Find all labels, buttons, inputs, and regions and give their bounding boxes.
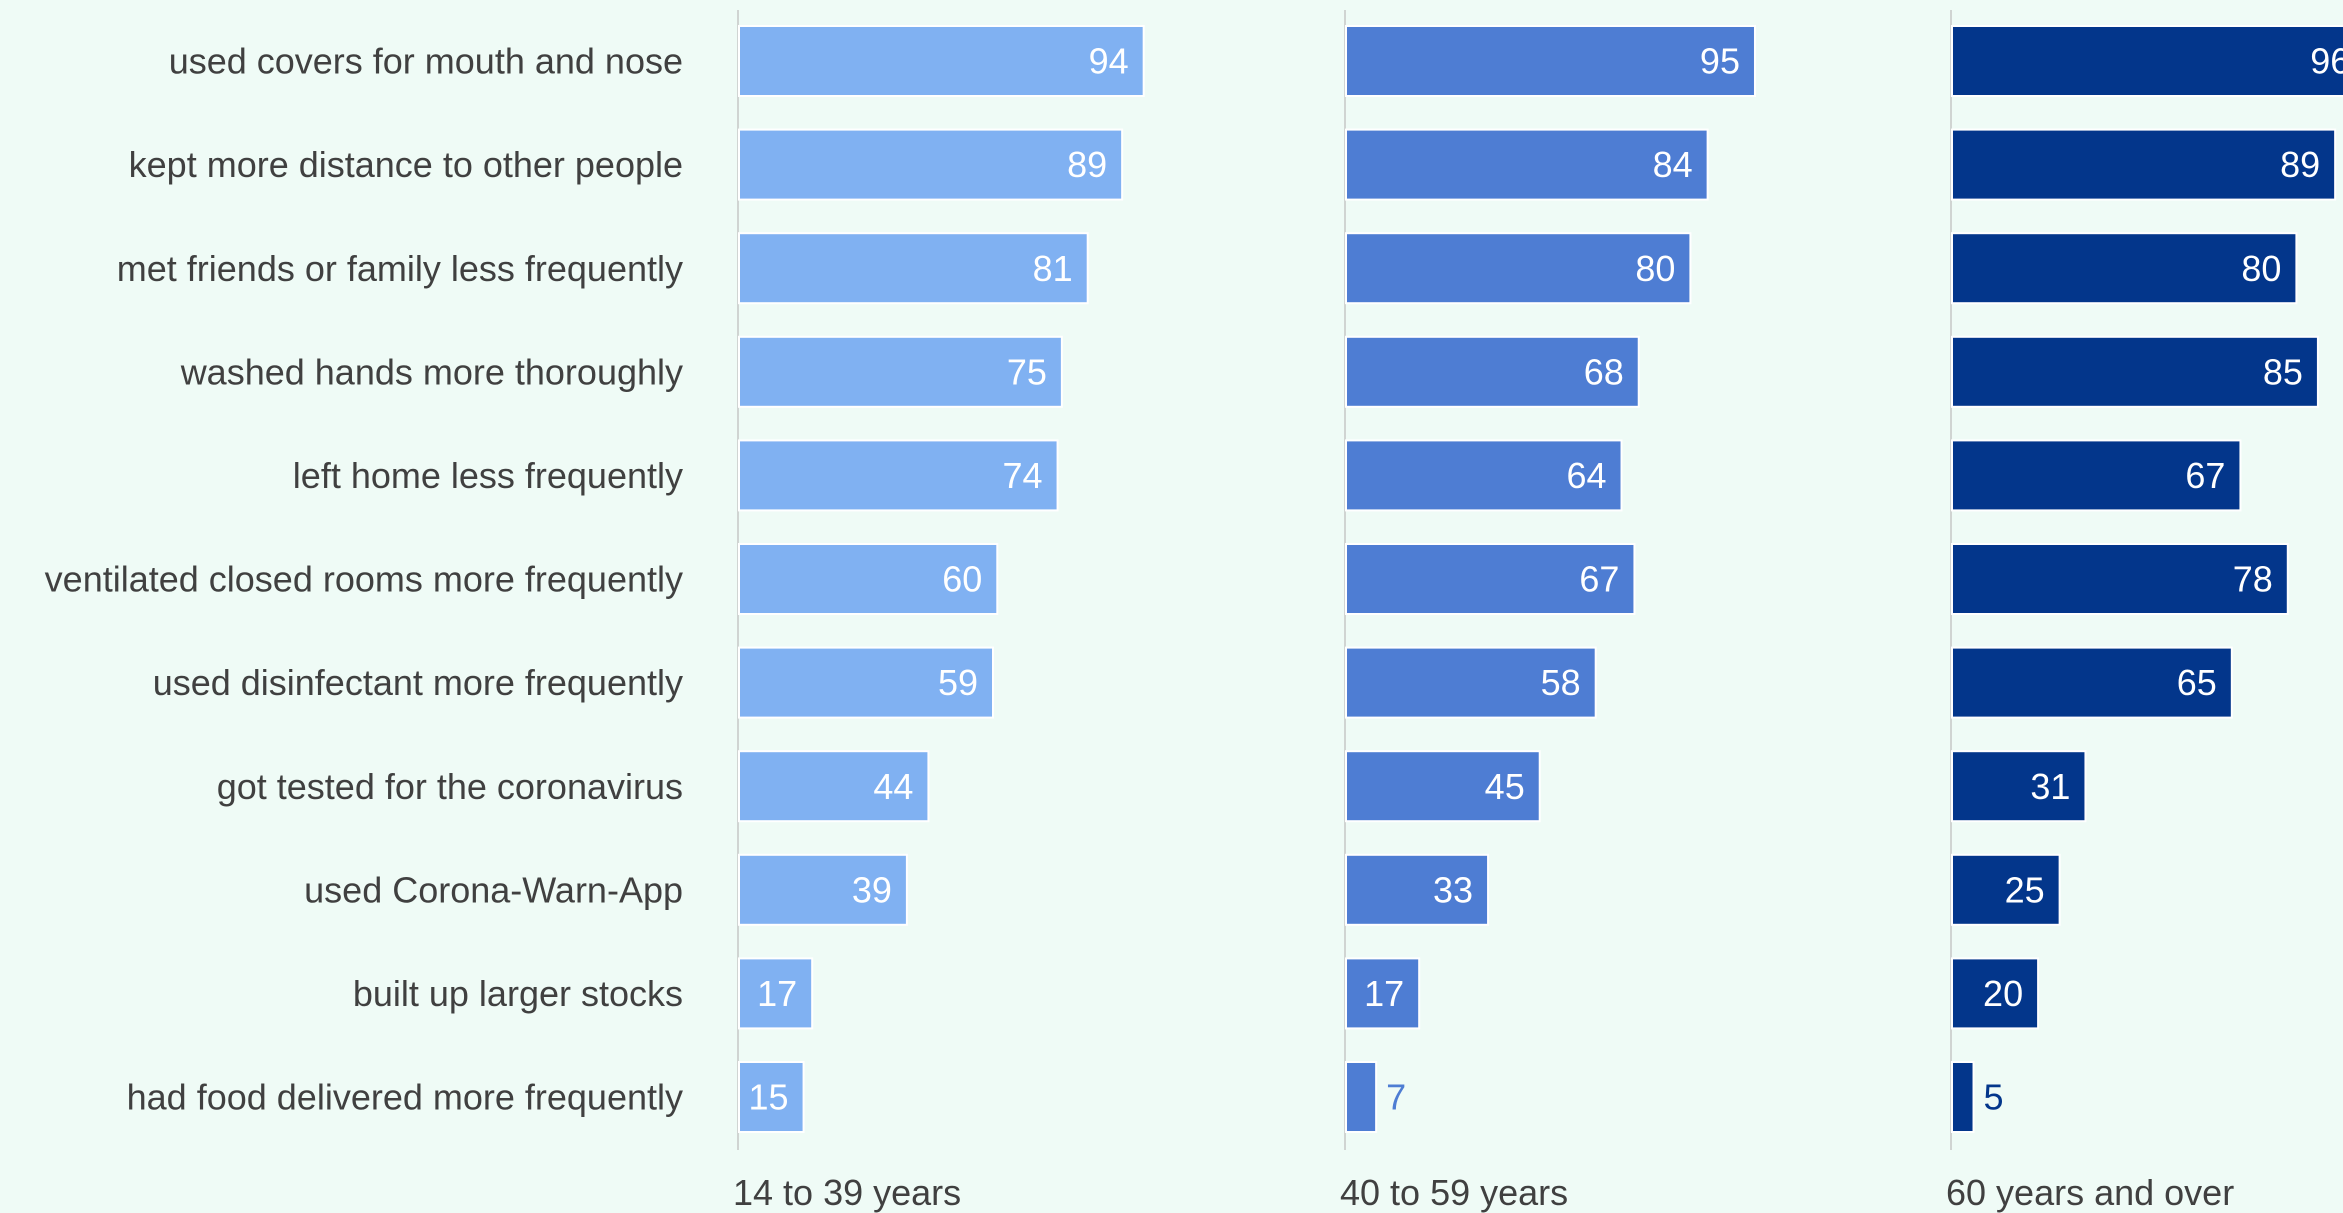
bar: [738, 335, 1063, 408]
bar: [1951, 646, 2233, 719]
bar: [1345, 543, 1636, 615]
data-label: 84: [1653, 144, 1693, 185]
bar: [1951, 25, 2343, 97]
category-label: washed hands more thoroughly: [180, 351, 683, 392]
data-label: 68: [1584, 351, 1624, 392]
bar: [738, 25, 1145, 97]
bar: [1951, 232, 2298, 305]
bar: [738, 1061, 805, 1133]
bar: [738, 646, 994, 719]
category-label: used disinfectant more frequently: [153, 662, 683, 703]
bar: [1951, 1061, 1975, 1133]
data-label: 74: [1003, 455, 1043, 496]
data-label: 39: [852, 869, 892, 910]
bar: [1951, 957, 2040, 1030]
data-label: 60: [942, 559, 982, 600]
data-label: 25: [2005, 869, 2045, 910]
data-label: 17: [1364, 973, 1404, 1014]
panel-label: 40 to 59 years: [1340, 1172, 1568, 1213]
data-label: 67: [2185, 455, 2225, 496]
panel-label: 60 years and over: [1946, 1172, 2234, 1213]
bar: [1951, 750, 2087, 823]
data-label: 20: [1983, 973, 2023, 1014]
category-label: kept more distance to other people: [129, 144, 683, 185]
data-label: 65: [2177, 662, 2217, 703]
data-label: 58: [1541, 662, 1581, 703]
data-label: 5: [1984, 1077, 2004, 1118]
data-label: 78: [2233, 559, 2273, 600]
data-label: 80: [2241, 248, 2281, 289]
bar: [1951, 853, 2061, 926]
data-label: 85: [2263, 351, 2303, 392]
data-label: 31: [2030, 766, 2070, 807]
bar: [1345, 646, 1597, 719]
bar: [738, 232, 1089, 305]
bar: [1951, 543, 2289, 615]
bar: [738, 957, 814, 1030]
data-label: 81: [1033, 248, 1073, 289]
data-label: 80: [1635, 248, 1675, 289]
category-label: used covers for mouth and nose: [169, 41, 683, 82]
data-label: 7: [1386, 1077, 1406, 1118]
data-label: 64: [1566, 455, 1606, 496]
bar: [1345, 232, 1692, 305]
bar: [1345, 25, 1756, 97]
bar: [1951, 128, 2337, 201]
data-label: 15: [749, 1077, 789, 1118]
bar: [1345, 128, 1709, 201]
category-label: used Corona-Warn-App: [304, 869, 683, 910]
bar: [1345, 957, 1421, 1030]
bar: [738, 439, 1059, 512]
data-label: 94: [1089, 41, 1129, 82]
category-label: got tested for the coronavirus: [217, 766, 683, 807]
bar: [1345, 750, 1541, 823]
bar: [1345, 335, 1640, 408]
bar: [738, 750, 930, 823]
bar: [1345, 1061, 1378, 1133]
data-label: 45: [1485, 766, 1525, 807]
data-label: 89: [2280, 144, 2320, 185]
data-label: 59: [938, 662, 978, 703]
bar: [1951, 439, 2242, 512]
bar: [1345, 439, 1623, 512]
category-label: had food delivered more frequently: [127, 1077, 683, 1118]
data-label: 96: [2310, 41, 2343, 82]
data-label: 44: [873, 766, 913, 807]
data-label: 67: [1579, 559, 1619, 600]
category-label: ventilated closed rooms more frequently: [45, 559, 683, 600]
data-label: 17: [757, 973, 797, 1014]
bar: [738, 853, 908, 926]
bar: [1345, 853, 1490, 926]
data-label: 95: [1700, 41, 1740, 82]
bar: [738, 543, 999, 615]
category-label: met friends or family less frequently: [117, 248, 683, 289]
category-label: left home less frequently: [293, 455, 683, 496]
data-label: 75: [1007, 351, 1047, 392]
bar: [738, 128, 1124, 201]
bar: [1951, 335, 2319, 408]
data-label: 33: [1433, 869, 1473, 910]
category-label: built up larger stocks: [353, 973, 683, 1014]
panel-label: 14 to 39 years: [733, 1172, 961, 1213]
data-label: 89: [1067, 144, 1107, 185]
